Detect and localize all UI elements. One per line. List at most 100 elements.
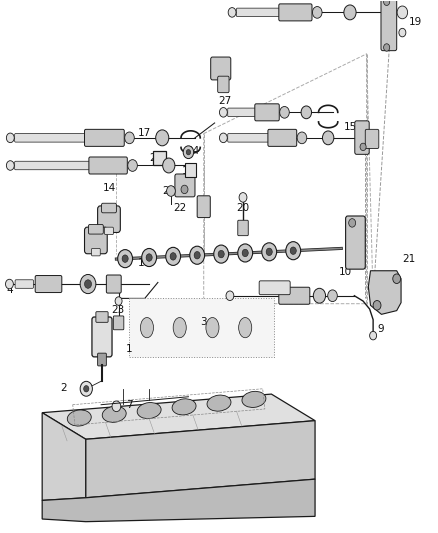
- Circle shape: [219, 108, 227, 117]
- Text: 19: 19: [409, 17, 422, 27]
- Circle shape: [313, 288, 325, 303]
- FancyBboxPatch shape: [130, 298, 274, 357]
- Circle shape: [349, 219, 356, 227]
- Ellipse shape: [242, 391, 266, 407]
- FancyBboxPatch shape: [113, 316, 124, 330]
- Circle shape: [370, 332, 377, 340]
- Circle shape: [399, 28, 406, 37]
- Circle shape: [170, 253, 176, 260]
- Polygon shape: [42, 413, 86, 500]
- Ellipse shape: [172, 399, 196, 415]
- Circle shape: [142, 248, 156, 266]
- Circle shape: [84, 385, 89, 392]
- Circle shape: [183, 146, 194, 159]
- FancyBboxPatch shape: [381, 0, 397, 51]
- FancyBboxPatch shape: [228, 108, 256, 117]
- Circle shape: [266, 248, 272, 255]
- Ellipse shape: [207, 395, 231, 411]
- FancyBboxPatch shape: [98, 353, 106, 366]
- Text: 6: 6: [80, 282, 87, 292]
- Circle shape: [112, 401, 121, 411]
- Circle shape: [85, 280, 92, 288]
- FancyBboxPatch shape: [259, 281, 290, 295]
- Text: 8: 8: [113, 278, 120, 287]
- Circle shape: [7, 161, 14, 170]
- Ellipse shape: [173, 318, 186, 338]
- Text: 16: 16: [216, 70, 229, 80]
- FancyBboxPatch shape: [92, 317, 112, 357]
- Text: 17: 17: [138, 127, 152, 138]
- Circle shape: [218, 251, 224, 258]
- FancyBboxPatch shape: [15, 280, 33, 288]
- Circle shape: [328, 290, 337, 302]
- FancyBboxPatch shape: [14, 134, 86, 142]
- FancyBboxPatch shape: [218, 76, 229, 93]
- Text: 13: 13: [98, 215, 111, 225]
- Circle shape: [122, 255, 128, 262]
- Circle shape: [125, 132, 134, 144]
- FancyBboxPatch shape: [355, 121, 369, 155]
- FancyBboxPatch shape: [106, 275, 121, 293]
- FancyBboxPatch shape: [268, 130, 297, 147]
- Text: 14: 14: [102, 183, 116, 193]
- FancyBboxPatch shape: [197, 196, 210, 217]
- FancyBboxPatch shape: [89, 157, 127, 174]
- Ellipse shape: [239, 318, 252, 338]
- Text: 26: 26: [149, 152, 162, 163]
- Circle shape: [6, 279, 13, 289]
- Circle shape: [162, 158, 175, 173]
- Circle shape: [146, 254, 152, 261]
- Text: 1: 1: [126, 344, 133, 354]
- FancyBboxPatch shape: [346, 216, 365, 269]
- Circle shape: [373, 301, 381, 310]
- Text: 20: 20: [237, 203, 250, 213]
- Circle shape: [166, 247, 180, 265]
- Text: 11: 11: [138, 258, 152, 268]
- FancyBboxPatch shape: [14, 161, 90, 169]
- Circle shape: [286, 241, 300, 260]
- Circle shape: [194, 252, 200, 259]
- Circle shape: [214, 245, 229, 263]
- Polygon shape: [86, 421, 315, 498]
- Circle shape: [297, 132, 307, 144]
- Text: 22: 22: [173, 203, 186, 213]
- Circle shape: [181, 185, 188, 193]
- Polygon shape: [42, 479, 315, 522]
- Circle shape: [118, 249, 133, 268]
- Polygon shape: [368, 271, 401, 314]
- Text: 9: 9: [377, 324, 384, 334]
- Circle shape: [384, 0, 390, 5]
- Text: 15: 15: [343, 122, 357, 132]
- FancyBboxPatch shape: [105, 227, 113, 235]
- FancyBboxPatch shape: [228, 134, 269, 142]
- Circle shape: [322, 131, 334, 145]
- Circle shape: [301, 106, 311, 119]
- Text: 10: 10: [339, 267, 352, 277]
- FancyBboxPatch shape: [365, 130, 379, 149]
- Text: 7: 7: [126, 400, 133, 410]
- Circle shape: [280, 107, 289, 118]
- Circle shape: [7, 133, 14, 143]
- Circle shape: [80, 381, 92, 396]
- Text: 25: 25: [162, 186, 175, 196]
- FancyBboxPatch shape: [85, 227, 107, 254]
- Ellipse shape: [141, 318, 153, 338]
- FancyBboxPatch shape: [237, 8, 280, 17]
- Circle shape: [238, 244, 253, 262]
- Circle shape: [242, 249, 248, 257]
- Text: 18: 18: [182, 166, 195, 176]
- Circle shape: [155, 130, 169, 146]
- Text: 5: 5: [39, 282, 46, 292]
- Circle shape: [397, 6, 408, 19]
- Ellipse shape: [206, 318, 219, 338]
- FancyBboxPatch shape: [96, 312, 108, 322]
- Ellipse shape: [67, 410, 91, 426]
- Text: 4: 4: [6, 286, 13, 295]
- Circle shape: [226, 291, 234, 301]
- Circle shape: [344, 5, 356, 20]
- Polygon shape: [42, 394, 315, 439]
- Circle shape: [262, 243, 277, 261]
- Circle shape: [80, 274, 96, 294]
- Text: 23: 23: [111, 305, 124, 315]
- FancyBboxPatch shape: [92, 248, 100, 256]
